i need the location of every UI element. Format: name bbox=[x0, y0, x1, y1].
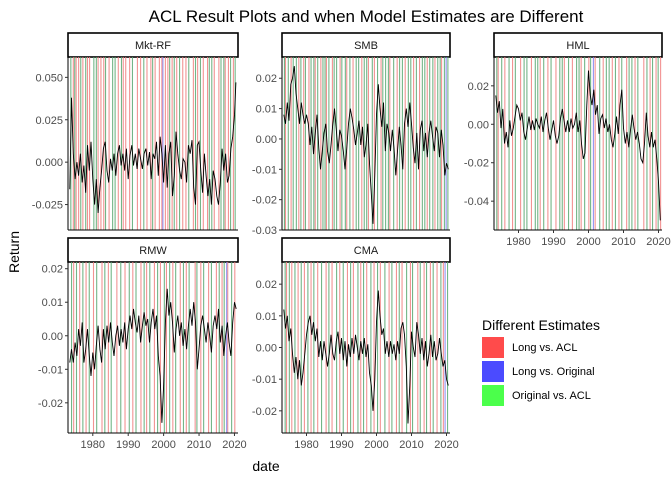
y-tick-label-hml: -0.04 bbox=[464, 196, 489, 208]
legend-swatch-long-vs-acl bbox=[482, 337, 504, 358]
y-tick-label-rmw: 0.02 bbox=[42, 264, 63, 276]
y-tick-label-rmw: -0.01 bbox=[38, 364, 63, 376]
legend-label-long-vs-acl: Long vs. ACL bbox=[512, 342, 577, 354]
panel-mkt-rf: Mkt-RF -0.025 0.000 0.025 0.050 bbox=[32, 32, 239, 231]
y-tick-label-smb: 0.01 bbox=[256, 104, 277, 116]
y-tick-label-cma: -0.02 bbox=[252, 406, 277, 418]
x-tick-label-rmw: 1980 bbox=[81, 439, 105, 451]
y-tick-label-cma: -0.01 bbox=[252, 374, 277, 386]
chart-title: ACL Result Plots and when Model Estimate… bbox=[149, 7, 584, 26]
y-tick-label-smb: -0.03 bbox=[252, 225, 277, 237]
y-tick-label-mkt-rf: -0.025 bbox=[32, 200, 63, 212]
x-tick-label-cma: 1980 bbox=[294, 439, 318, 451]
strip-hml bbox=[493, 32, 663, 58]
y-tick-label-cma: 0.02 bbox=[256, 279, 277, 291]
strip-mkt-rf bbox=[67, 32, 239, 58]
panel-smb: SMB -0.03 -0.02 -0.01 0.00 0.01 0.02 bbox=[252, 32, 451, 237]
legend-title: Different Estimates bbox=[482, 317, 600, 333]
y-tick-label-mkt-rf: 0.000 bbox=[35, 157, 63, 169]
y-tick-label-hml: 0.00 bbox=[468, 119, 489, 131]
y-tick-label-smb: -0.02 bbox=[252, 195, 277, 207]
y-tick-label-rmw: 0.00 bbox=[42, 331, 63, 343]
x-tick-label-rmw: 1990 bbox=[116, 439, 140, 451]
x-tick-label-hml: 2010 bbox=[611, 236, 635, 248]
x-tick-label-cma: 2020 bbox=[434, 439, 458, 451]
bands-cma bbox=[284, 262, 449, 433]
x-tick-label-hml: 2000 bbox=[576, 236, 600, 248]
y-tick-label-hml: 0.02 bbox=[468, 81, 489, 93]
x-tick-label-cma: 2010 bbox=[399, 439, 423, 451]
y-tick-label-mkt-rf: 0.025 bbox=[35, 115, 63, 127]
y-tick-label-smb: -0.01 bbox=[252, 164, 277, 176]
x-tick-label-rmw: 2020 bbox=[222, 439, 246, 451]
y-tick-label-smb: 0.00 bbox=[256, 134, 277, 146]
legend-swatch-original-vs-acl bbox=[482, 385, 504, 406]
series-line-mkt-rf bbox=[69, 82, 237, 214]
legend-label-original-vs-acl: Original vs. ACL bbox=[512, 390, 591, 402]
y-tick-label-smb: 0.02 bbox=[256, 73, 277, 85]
panel-cma: CMA -0.02 -0.01 0.00 0.01 0.02 1980 1990 2000 201… bbox=[252, 237, 459, 451]
series-line-cma bbox=[283, 290, 449, 424]
x-tick-label-rmw: 2000 bbox=[151, 439, 175, 451]
legend-swatch-long-vs-original bbox=[482, 361, 504, 382]
strip-label-smb: SMB bbox=[354, 40, 378, 52]
x-tick-label-hml: 1980 bbox=[506, 236, 530, 248]
bands-hml bbox=[496, 57, 662, 230]
x-tick-label-cma: 1990 bbox=[329, 439, 353, 451]
x-axis-title: date bbox=[252, 458, 279, 474]
y-tick-label-hml: -0.02 bbox=[464, 158, 489, 170]
y-axis-title: Return bbox=[6, 231, 22, 273]
x-tick-label-cma: 2000 bbox=[364, 439, 388, 451]
y-tick-label-mkt-rf: 0.050 bbox=[35, 72, 63, 84]
y-tick-label-rmw: 0.01 bbox=[42, 297, 63, 309]
facet-panels: Mkt-RF -0.025 0.000 0.025 0.050 SMB -0.03 -0.02… bbox=[32, 32, 671, 451]
strip-smb bbox=[281, 32, 451, 58]
panel-hml: HML -0.04 -0.02 0.00 0.02 1980 1990 2000 2010 202… bbox=[464, 32, 671, 248]
strip-label-hml: HML bbox=[566, 40, 589, 52]
x-tick-label-hml: 2020 bbox=[646, 236, 670, 248]
legend: Different Estimates Long vs. ACL Long vs.… bbox=[482, 317, 600, 406]
x-tick-label-rmw: 2010 bbox=[187, 439, 211, 451]
y-tick-label-cma: 0.00 bbox=[256, 343, 277, 355]
series-line-rmw bbox=[69, 288, 237, 423]
strip-rmw bbox=[67, 237, 239, 263]
strip-cma bbox=[281, 237, 451, 263]
strip-label-cma: CMA bbox=[354, 245, 379, 257]
series-line-smb bbox=[283, 66, 449, 224]
bands-smb bbox=[283, 57, 449, 230]
strip-label-rmw: RMW bbox=[139, 245, 167, 257]
bands-mkt-rf bbox=[70, 57, 236, 230]
y-tick-label-cma: 0.01 bbox=[256, 311, 277, 323]
series-line-hml bbox=[495, 70, 661, 221]
x-tick-label-hml: 1990 bbox=[541, 236, 565, 248]
legend-label-long-vs-original: Long vs. Original bbox=[512, 366, 595, 378]
strip-label-mkt-rf: Mkt-RF bbox=[135, 40, 171, 52]
y-tick-label-rmw: -0.02 bbox=[38, 398, 63, 410]
panel-rmw: RMW -0.02 -0.01 0.00 0.01 0.02 1980 1990 2000 201… bbox=[38, 237, 247, 451]
